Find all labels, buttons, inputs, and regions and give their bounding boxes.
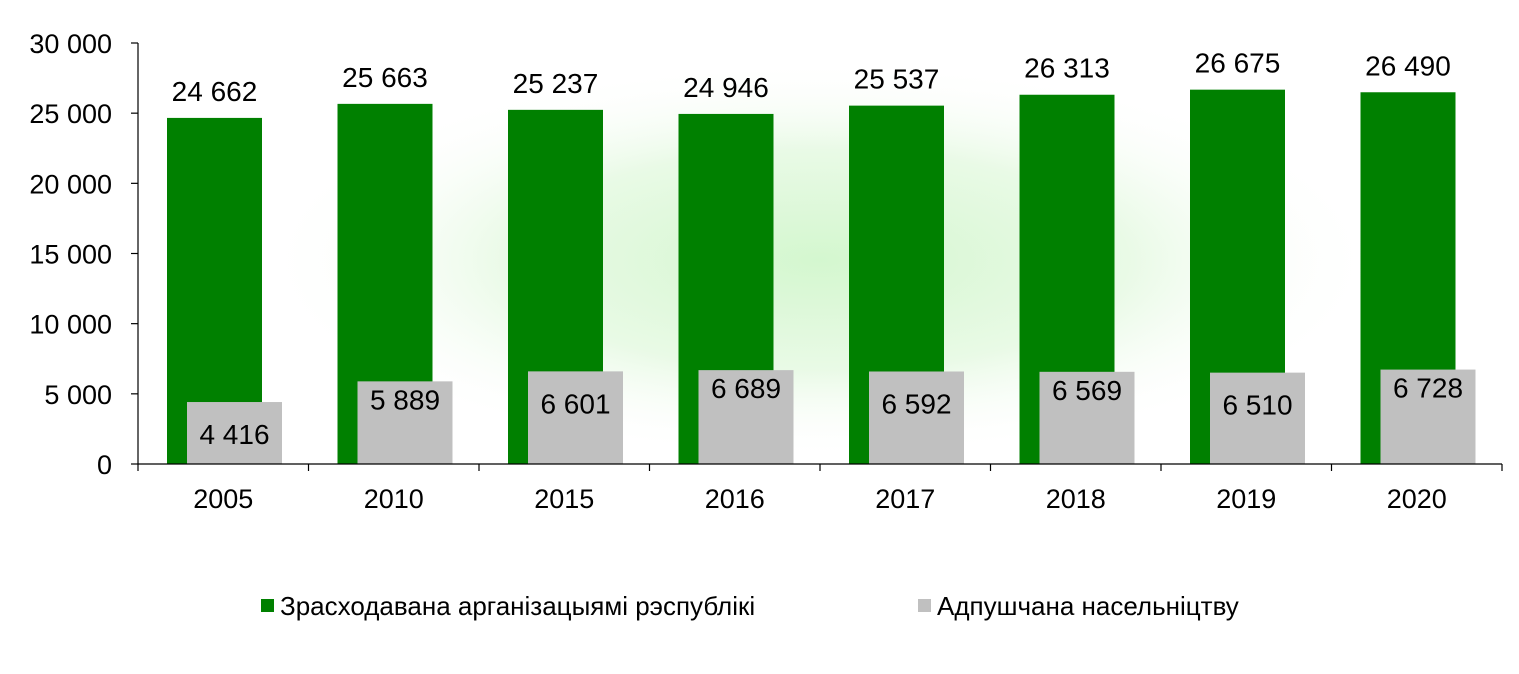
data-label-series1-2018: 26 313	[1024, 53, 1110, 84]
data-label-series1-2016: 24 946	[683, 72, 769, 103]
bars-layer	[167, 89, 1476, 465]
legend-label-series1: Зрасходавана арганізацыямі рэспублікі	[280, 591, 755, 621]
bar-series2-2016	[698, 370, 794, 464]
data-label-series2-2005: 4 416	[199, 419, 269, 450]
y-tick-label-0: 0	[97, 450, 112, 480]
y-tick-label-30000: 30 000	[29, 29, 112, 59]
bar-series2-2020	[1380, 369, 1476, 464]
data-label-series1-2005: 24 662	[172, 76, 258, 107]
legend-label-series2: Адпушчана насельніцтву	[937, 591, 1239, 621]
data-label-series1-2017: 25 537	[854, 64, 940, 95]
data-label-series1-2020: 26 490	[1365, 50, 1451, 81]
bar-series2-2019	[1210, 372, 1305, 464]
x-tick-label-2015: 2015	[534, 484, 594, 514]
x-tick-label-2018: 2018	[1046, 484, 1106, 514]
data-label-series1-2015: 25 237	[513, 68, 599, 99]
bar-series2-2017	[869, 371, 964, 464]
x-tick-label-2019: 2019	[1216, 484, 1276, 514]
legend-swatch-series2	[918, 599, 931, 612]
data-label-series2-2020: 6 728	[1393, 373, 1463, 404]
y-tick-label-15000: 15 000	[29, 240, 112, 270]
data-label-series2-2018: 6 569	[1052, 375, 1122, 406]
x-tick-label-2010: 2010	[364, 484, 424, 514]
x-tick-label-2005: 2005	[193, 484, 253, 514]
y-tick-label-20000: 20 000	[29, 169, 112, 199]
bar-series2-2015	[528, 371, 623, 464]
legend: Зрасходавана арганізацыямі рэспублікі Адп…	[261, 591, 1239, 621]
legend-swatch-series1	[261, 599, 274, 612]
y-tick-label-10000: 10 000	[29, 310, 112, 340]
data-label-series2-2016: 6 689	[711, 373, 781, 404]
x-tick-label-2020: 2020	[1387, 484, 1447, 514]
bar-series2-2005	[187, 402, 282, 464]
y-tick-label-25000: 25 000	[29, 99, 112, 129]
data-label-series2-2010: 5 889	[370, 384, 440, 415]
axes-layer: 2005 2010 2015 2016 2017 2018 2019 2020 0 5 000 10…	[29, 29, 1503, 514]
x-tick-label-2016: 2016	[705, 484, 765, 514]
y-tick-label-5000: 5 000	[44, 380, 112, 410]
x-tick-label-2017: 2017	[875, 484, 935, 514]
data-label-series2-2015: 6 601	[540, 388, 610, 419]
data-label-series2-2017: 6 592	[881, 388, 951, 419]
data-label-series1-2019: 26 675	[1195, 48, 1281, 79]
bar-series2-2010	[357, 381, 453, 464]
data-label-series1-2010: 25 663	[342, 62, 428, 93]
data-labels-layer: 24 662 4 416 25 663 5 889 25 237 6 601 24 946 6…	[172, 48, 1463, 450]
data-label-series2-2019: 6 510	[1222, 390, 1292, 421]
bar-series2-2018	[1039, 371, 1135, 464]
